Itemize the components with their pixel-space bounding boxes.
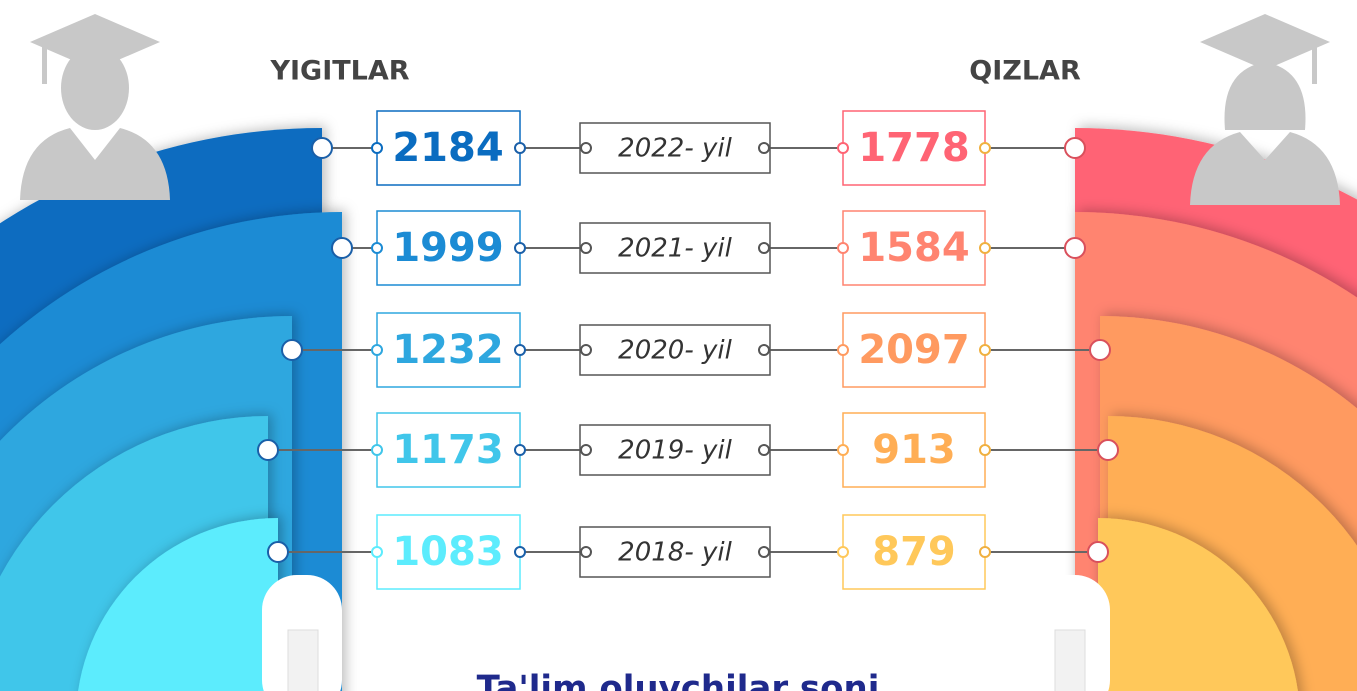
connector-dot (837, 242, 849, 254)
boys-box (376, 514, 521, 590)
connector-dot (371, 242, 383, 254)
connector-dot (758, 344, 770, 356)
girls-value: 913 (872, 427, 956, 473)
girls-value: 879 (872, 529, 956, 575)
connector-dot (514, 142, 526, 154)
connector-dot (837, 444, 849, 456)
connector-dot (1064, 237, 1086, 259)
right-arc (1098, 518, 1298, 691)
boys-box (376, 110, 521, 186)
right-inner (1054, 629, 1086, 691)
connector-dot (580, 444, 592, 456)
boys-value: 1232 (392, 327, 503, 373)
connector-dot (371, 444, 383, 456)
connector-dot (758, 444, 770, 456)
girls-value: 2097 (858, 327, 969, 373)
connector-dot (979, 344, 991, 356)
male-graduate-icon (20, 14, 170, 200)
connector-dot (837, 344, 849, 356)
boys-value: 1173 (392, 427, 503, 473)
connector-dot (979, 142, 991, 154)
girls-box (842, 210, 986, 286)
connector-dot (580, 242, 592, 254)
connector-dot (1064, 137, 1086, 159)
year-label: 2021- yil (618, 234, 732, 264)
connector-dot (371, 142, 383, 154)
girls-value: 1584 (858, 225, 969, 271)
connector-dot (580, 142, 592, 154)
girls-value: 1778 (858, 125, 969, 171)
connector-dot (1097, 439, 1119, 461)
year-label: 2020- yil (618, 336, 732, 366)
girls-box (842, 312, 986, 388)
connector-dot (514, 444, 526, 456)
connector-dot (371, 344, 383, 356)
connector-dot (979, 242, 991, 254)
connector-dot (281, 339, 303, 361)
connector-dot (758, 242, 770, 254)
connector-dot (514, 344, 526, 356)
year-label: 2022- yil (618, 134, 732, 164)
connector-dot (1087, 541, 1109, 563)
connector-dot (580, 546, 592, 558)
connector-dot (514, 546, 526, 558)
female-graduate-icon (1190, 14, 1340, 205)
connector-dot (257, 439, 279, 461)
boys-value: 2184 (392, 125, 503, 171)
boys-box (376, 412, 521, 488)
year-label: 2018- yil (618, 538, 732, 568)
arc-decoration (0, 128, 1357, 691)
connector-dot (514, 242, 526, 254)
connector-dot (267, 541, 289, 563)
connector-dot (311, 137, 333, 159)
connector-dot (371, 546, 383, 558)
connector-dot (580, 344, 592, 356)
footer-title: Ta'lim oluvchilar soni (477, 669, 880, 691)
connector-dot (837, 546, 849, 558)
connector-dot (1089, 339, 1111, 361)
connector-dot (979, 546, 991, 558)
connector-dot (331, 237, 353, 259)
boys-value: 1083 (392, 529, 503, 575)
year-label: 2019- yil (618, 436, 732, 466)
left-heading: YIGITLAR (269, 56, 409, 87)
right-heading: QIZLAR (969, 56, 1081, 87)
boys-value: 1999 (392, 225, 503, 271)
connector-dot (979, 444, 991, 456)
year-box (579, 324, 771, 376)
connector-dot (758, 142, 770, 154)
connector-dot (758, 546, 770, 558)
left-arc (78, 518, 278, 691)
left-inner (287, 629, 319, 691)
connector-dot (837, 142, 849, 154)
boys-box (376, 312, 521, 388)
